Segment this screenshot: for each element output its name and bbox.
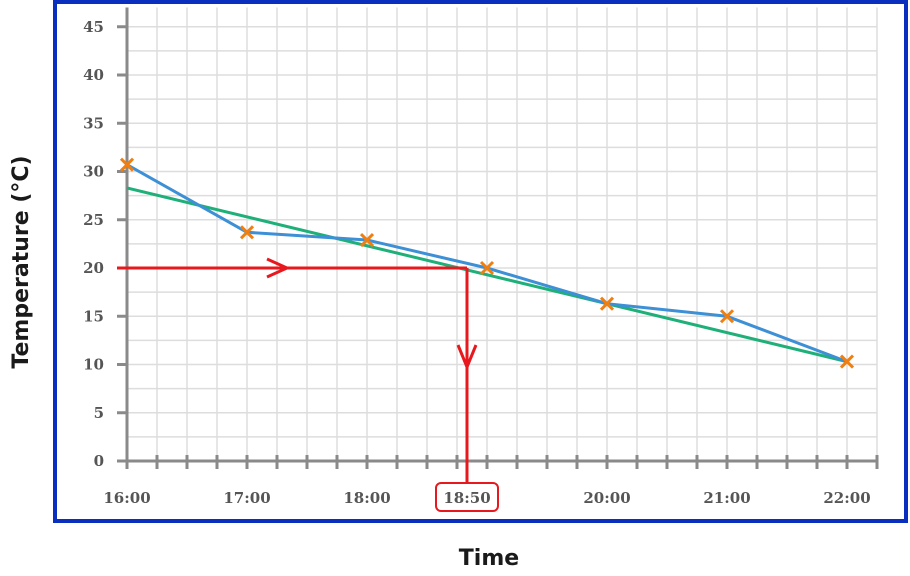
data-point-marker [839, 354, 855, 369]
y-tick-label: 15 [83, 307, 104, 325]
y-tick-label: 20 [83, 259, 104, 277]
y-tick-label: 45 [83, 18, 104, 36]
data-point-marker [599, 296, 615, 311]
x-tick-label: 20:00 [583, 489, 630, 507]
data-point-marker [479, 260, 495, 276]
x-tick-label: 17:00 [223, 489, 270, 507]
x-tick-label: 22:00 [823, 489, 870, 507]
trend-line [126, 186, 848, 364]
data-point-marker [359, 232, 375, 248]
x-tick-label-highlighted: 18:50 [443, 489, 490, 507]
x-axis-title: Time [459, 546, 519, 571]
x-tick-label: 21:00 [703, 489, 750, 507]
annotation-group [117, 257, 478, 483]
y-tick-label: 5 [94, 404, 104, 422]
y-tick-label: 30 [83, 163, 104, 181]
marker-stroke [239, 225, 255, 240]
data-point-marker [719, 309, 735, 324]
y-tick-label: 40 [83, 66, 104, 84]
y-axis-title: Temperature (°C) [9, 155, 34, 368]
data-point-marker [239, 225, 255, 240]
marker-stroke [119, 157, 135, 172]
marker-stroke [839, 354, 855, 369]
marker-stroke [479, 260, 495, 276]
data-series-group [119, 157, 855, 369]
marker-stroke [599, 296, 615, 311]
marker-stroke [359, 232, 375, 248]
y-tick-label: 35 [83, 114, 104, 132]
y-tick-label: 10 [83, 356, 104, 374]
x-tick-label: 18:00 [343, 489, 390, 507]
data-point-marker [119, 157, 135, 172]
y-tick-label: 0 [94, 452, 104, 470]
y-tick-label: 25 [83, 211, 104, 229]
marker-stroke [719, 309, 735, 324]
annotation-arrowhead-right [266, 257, 291, 279]
annotation-arrowhead-down [456, 344, 478, 371]
chart-frame [53, 0, 908, 523]
x-tick-label: 16:00 [103, 489, 150, 507]
trend-line-group [126, 186, 848, 364]
grid [126, 7, 878, 462]
axes [117, 7, 879, 469]
tick-labels: 0 5 10 15 20 25 30 35 40 45 16:00 17:00 18:00 18:50 20… [83, 18, 871, 512]
